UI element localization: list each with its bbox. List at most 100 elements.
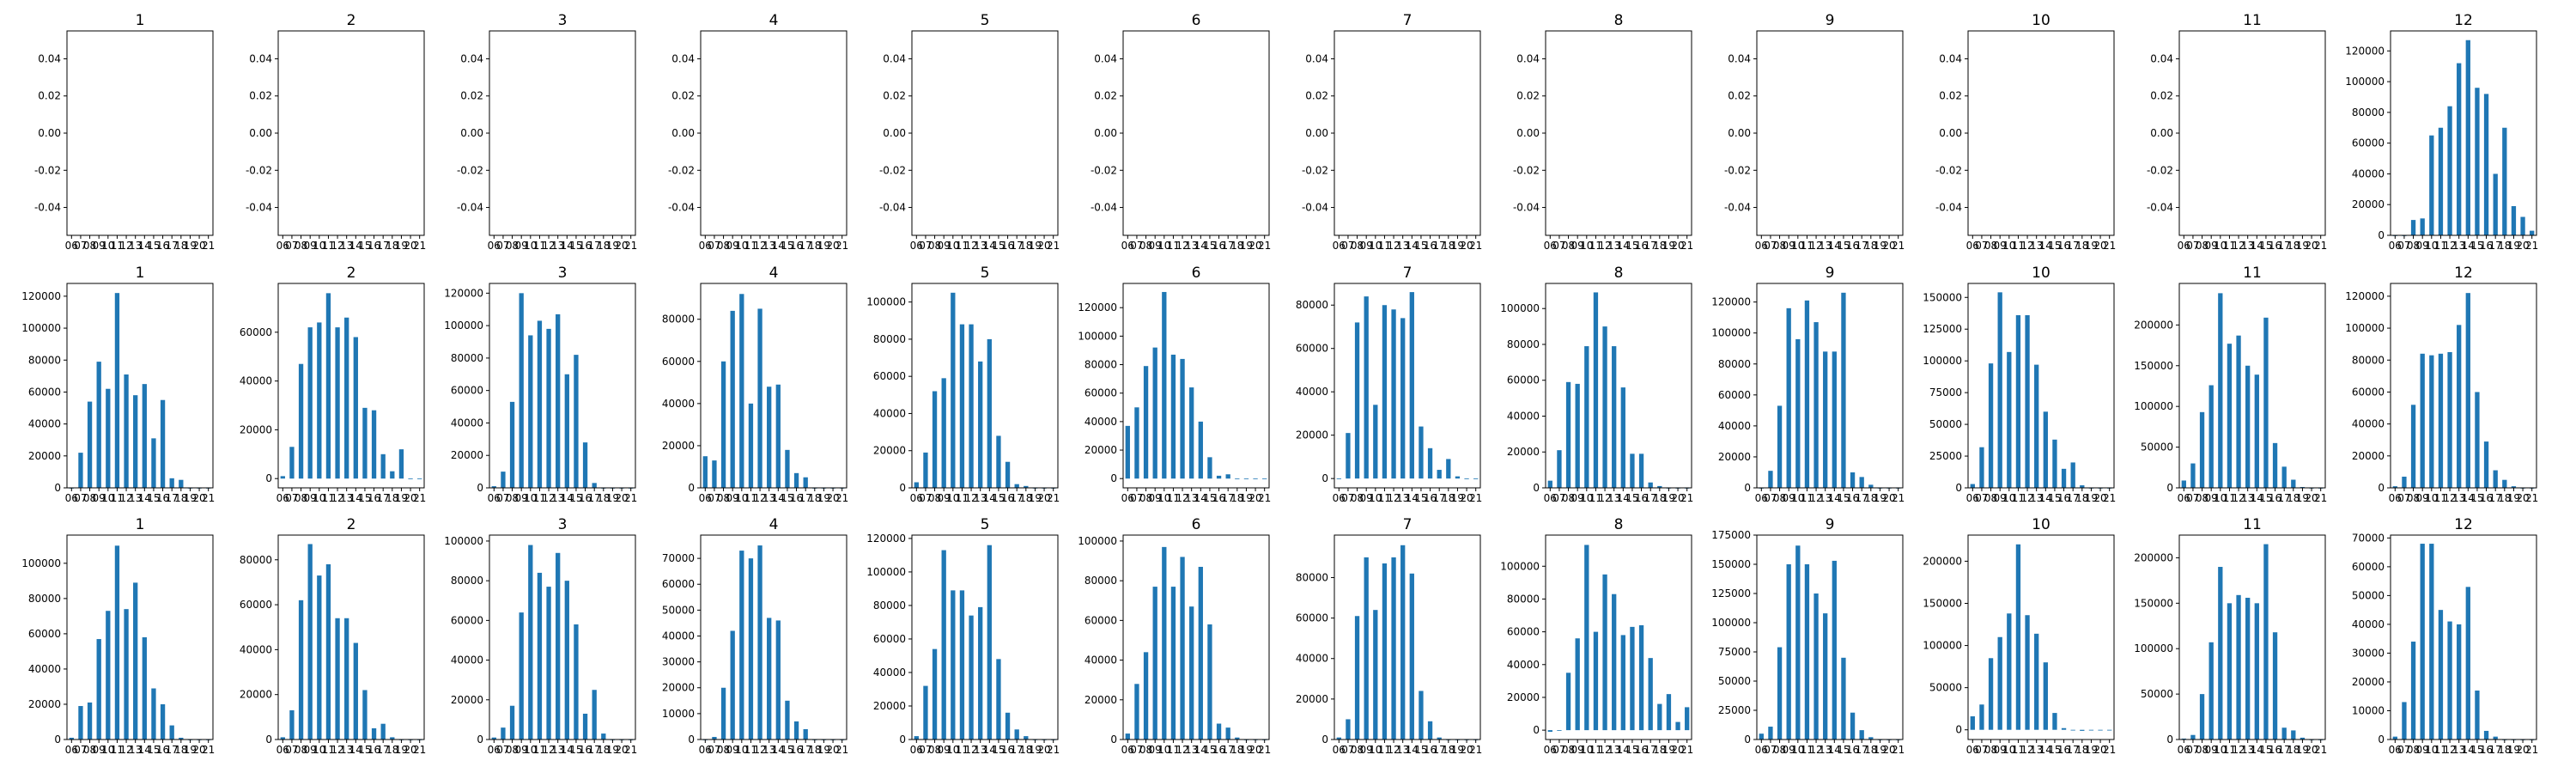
bar-10	[106, 388, 111, 488]
y-tick-label: -0.02	[1935, 164, 1962, 176]
bar-08	[1354, 322, 1360, 479]
x-tick-label: 09	[2416, 240, 2429, 252]
x-tick-label: 07	[1764, 744, 1777, 756]
bar-09	[1997, 636, 2002, 730]
bar-15	[1841, 292, 1846, 488]
bar-19	[1666, 694, 1672, 731]
y-tick-label: 0	[54, 733, 61, 746]
x-tick-label: 09	[1360, 240, 1373, 252]
bar-13	[344, 618, 349, 740]
x-tick-label: 06	[1755, 492, 1768, 504]
x-tick-label: 09	[304, 492, 317, 504]
x-tick-label: 13	[762, 240, 775, 252]
y-tick-label: 100000	[866, 566, 906, 578]
bar-11	[2015, 544, 2021, 730]
bar-15	[996, 435, 1001, 488]
bar-18	[2502, 127, 2507, 235]
y-tick-label: 100000	[2345, 322, 2385, 334]
x-tick-label: 10	[101, 744, 114, 756]
bar-11	[959, 324, 965, 488]
bar-16	[160, 399, 166, 488]
plot-frame	[911, 30, 1059, 236]
x-tick-label: 11	[1167, 240, 1180, 252]
y-tick-label: 0	[1110, 472, 1117, 484]
bar-07	[1134, 407, 1139, 479]
x-tick-label: 10	[2214, 240, 2227, 252]
y-tick-label: 75000	[1929, 386, 1962, 399]
plot-frame	[1334, 30, 1481, 236]
plot-frame	[2390, 534, 2537, 740]
subplot-title: 10	[2032, 265, 2050, 282]
y-tick-label: 0.04	[38, 52, 61, 64]
x-tick-label: 14	[349, 240, 362, 252]
x-tick-label: 12	[2020, 744, 2033, 756]
x-tick-label: 11	[2012, 240, 2025, 252]
x-tick-label: 07	[1975, 240, 1988, 252]
x-tick-label: 11	[533, 744, 546, 756]
y-tick-label: 0	[688, 733, 695, 746]
bar-08	[1565, 381, 1571, 488]
bar-13	[1612, 593, 1617, 731]
x-tick-label: 06	[1544, 240, 1557, 252]
bar-10	[951, 292, 956, 488]
y-tick-label: 0.02	[38, 90, 61, 102]
x-tick-label: 10	[735, 744, 748, 756]
subplot-title: 3	[558, 265, 568, 282]
x-tick-label: 17	[1222, 744, 1235, 756]
subplot-title: 7	[1403, 12, 1413, 29]
y-tick-label: 120000	[866, 533, 906, 545]
x-tick-label: 16	[2057, 492, 2070, 504]
bar-11	[748, 558, 754, 740]
x-tick-label: 17	[166, 744, 179, 756]
y-tick-label: 20000	[2352, 198, 2385, 210]
x-tick-label: 09	[1149, 744, 1162, 756]
bar-17	[2493, 470, 2498, 488]
y-tick-label: -0.02	[1302, 164, 1328, 176]
x-tick-label: 06	[1544, 744, 1557, 756]
bar-16	[582, 442, 588, 488]
bar-20	[2520, 216, 2525, 235]
y-tick-label: -0.02	[1091, 164, 1117, 176]
x-tick-label: 15	[992, 744, 1005, 756]
bar-08	[1777, 647, 1783, 740]
x-tick-label: 17	[588, 240, 601, 252]
y-tick-label: 20000	[451, 694, 483, 706]
x-tick-label: 09	[515, 492, 528, 504]
x-tick-label: 16	[2480, 744, 2493, 756]
subplot-title: 9	[1826, 516, 1835, 533]
y-tick-label: 60000	[873, 633, 906, 645]
bar-09	[2420, 353, 2425, 488]
x-tick-label: 21	[1892, 240, 1905, 252]
x-tick-label: 06	[1544, 492, 1557, 504]
x-tick-label: 09	[1994, 492, 2007, 504]
subplot-r1-c11: 110.040.020.00-0.02-0.040607080910111213…	[2147, 12, 2327, 252]
x-tick-label: 13	[2030, 744, 2043, 756]
bar-13	[767, 386, 772, 488]
subplot-title: 8	[1614, 12, 1624, 29]
x-tick-label: 17	[1856, 240, 1868, 252]
bar-09	[1786, 564, 1791, 740]
bar-11	[114, 545, 120, 740]
x-tick-label: 21	[1680, 744, 1693, 756]
x-tick-label: 09	[304, 240, 317, 252]
x-tick-label: 10	[313, 492, 325, 504]
bar-06	[702, 456, 708, 488]
plot-frame	[1756, 534, 1904, 740]
y-tick-label: 20000	[1084, 694, 1117, 706]
x-tick-label: 19	[2296, 240, 2309, 252]
x-tick-label: 07	[2397, 744, 2410, 756]
x-tick-label: 21	[1258, 744, 1271, 756]
x-tick-label: 19	[606, 492, 619, 504]
bar-16	[160, 703, 166, 740]
bar-13	[2245, 365, 2251, 488]
x-tick-label: 10	[1157, 744, 1170, 756]
bar-17	[1859, 477, 1864, 488]
y-tick-label: 20000	[2352, 450, 2385, 462]
y-tick-label: 0.00	[1728, 127, 1751, 139]
x-tick-label: 14	[138, 240, 151, 252]
x-tick-label: 16	[2480, 492, 2493, 504]
bar-15	[574, 624, 579, 740]
bar-09	[519, 293, 524, 488]
bar-18	[1868, 737, 1874, 740]
bar-16	[371, 727, 377, 740]
